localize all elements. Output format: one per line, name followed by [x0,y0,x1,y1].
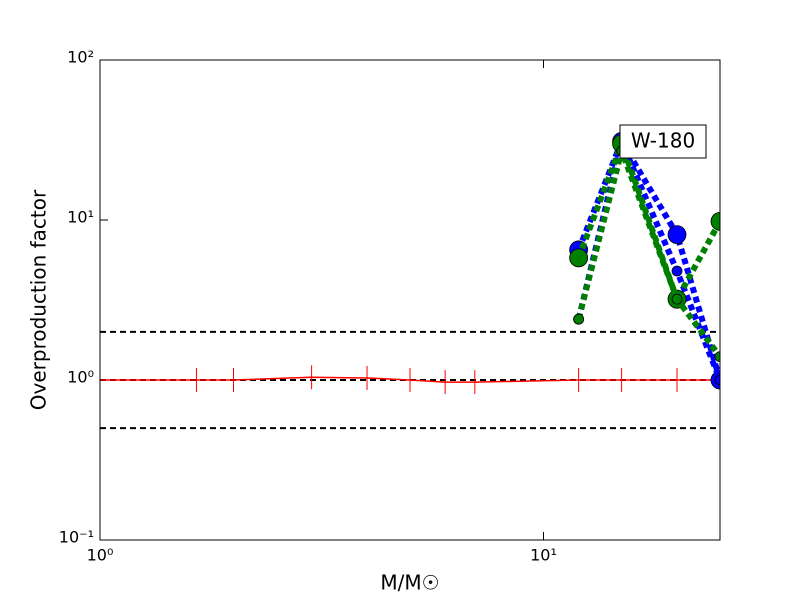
annotation-box [619,124,707,159]
plot-frame [99,59,721,541]
x-axis-label: M/M☉ [380,571,439,595]
x-tick-label: 10¹ [530,546,557,565]
point-marker [667,225,687,245]
point-marker [710,212,720,231]
plot-content [100,131,720,430]
y-tick-label: 10² [67,48,94,67]
series-line [575,134,720,381]
point-marker [671,293,683,305]
point-marker [573,313,585,325]
point-marker [671,265,683,277]
series-line [575,134,720,307]
point-marker [714,374,720,386]
point-marker [569,248,589,268]
y-tick-label: 10¹ [67,208,94,227]
y-axis-label: Overproduction factor [27,189,51,410]
series-line [100,376,720,383]
y-tick-label: 10⁻¹ [59,528,94,547]
x-tick-label: 10⁰ [87,546,114,565]
annotation: W-180 [631,129,695,153]
point-marker [714,351,720,363]
series-line [575,140,720,359]
y-tick-label: 10⁰ [67,368,94,387]
